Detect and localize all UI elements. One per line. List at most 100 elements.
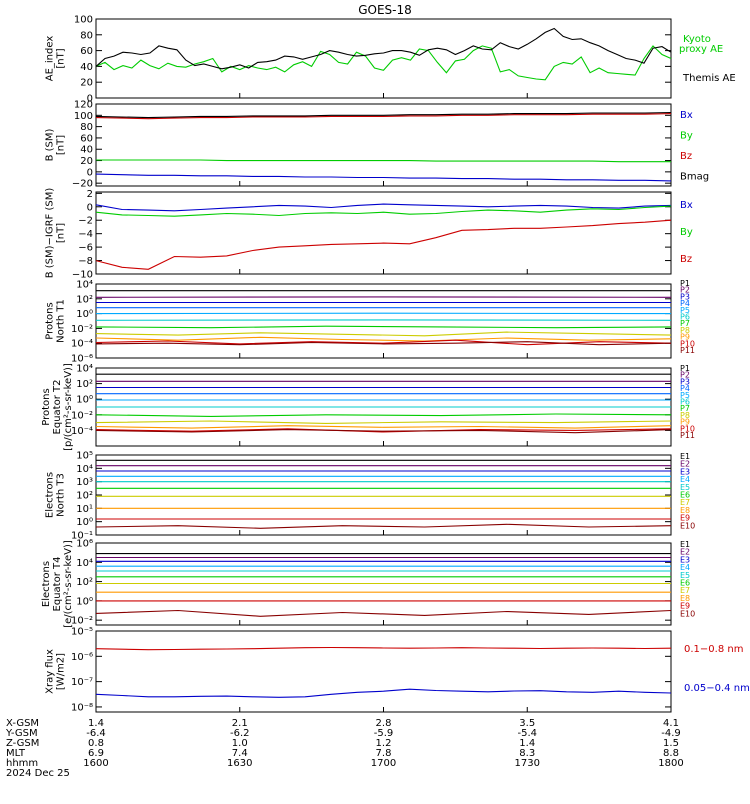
y-tick-label: 10⁴ [76,558,93,569]
legend-entry: P11 [680,346,695,355]
y-tick-label: 20 [80,78,93,89]
y-axis-label: [nT] [56,223,67,243]
y-tick-label: 10⁴ [76,464,93,475]
y-axis-label: B (SM) [45,128,56,161]
y-tick-label: 2 [87,189,93,200]
orbit-row-label: 2024 Dec 25 [6,768,70,779]
y-tick-label: 10⁻⁶ [71,652,93,663]
legend-entry: Bz [680,151,692,162]
series-line-kyoto-proxy-ae [96,46,671,80]
series-line-bz [96,220,671,269]
series-line-0-1-0-8-nm [96,648,671,650]
series-line-e10 [96,611,671,617]
y-tick-label: 10⁻⁵ [71,627,93,638]
y-tick-label: 0 [87,167,93,178]
y-tick-label: 10¹ [76,504,93,515]
y-axis-label: Electrons [41,561,52,607]
legend-entry: By [680,227,693,238]
y-axis-label: Protons [45,302,56,339]
y-axis-label: North T3 [56,473,67,517]
orbit-value: 1630 [227,758,252,769]
y-axis-label: Xray flux [45,649,56,694]
y-tick-label: 10² [76,379,93,390]
legend-entry: E10 [680,521,695,530]
y-tick-label: 10³ [76,477,93,488]
y-axis-label: Protons [41,388,52,425]
series-line-p7 [96,326,671,328]
y-tick-label: 10² [76,294,93,305]
y-tick-label: 10⁻⁴ [71,426,93,437]
panel-frame [96,284,671,358]
y-tick-label: 10⁰ [76,517,93,528]
y-tick-label: 80 [80,30,93,41]
legend-entry: proxy AE [679,44,723,55]
y-axis-label: [nT] [56,48,67,68]
panel-frame [96,455,671,535]
y-tick-label: 40 [80,145,93,156]
legend-entry: Themis AE [682,73,736,84]
y-tick-label: 10⁰ [76,596,93,607]
y-tick-label: 10⁻² [71,324,93,335]
orbit-value: 1730 [515,758,540,769]
panel-frame [96,631,671,712]
y-tick-label: 20 [80,156,93,167]
y-tick-label: 10⁴ [76,364,93,375]
legend-entry: Bx [680,200,693,211]
y-axis-label: North T1 [56,299,67,343]
legend-entry: Bmag [680,172,709,183]
y-tick-label: 10⁻⁸ [71,702,93,713]
series-line-p8 [96,332,671,336]
orbit-value: 1600 [83,758,108,769]
series-line-p7 [96,414,671,416]
panel-xray: 10⁻⁵ 10⁻⁶ 10⁻⁷ 10⁻⁸ Xray flux[W/m2] [45,627,672,714]
y-tick-label: −8 [78,256,93,267]
y-tick-label: 0 [87,202,93,213]
y-tick-label: 10⁻⁴ [71,339,93,350]
series-line-p9 [96,337,671,341]
y-tick-label: 120 [74,100,93,111]
y-axis-label: Equator T2 [52,380,63,435]
figure-title: GOES-18 [358,3,412,17]
y-tick-label: 10⁴ [76,280,93,291]
series-line-bz [96,114,671,119]
y-axis-label: B (SM)−IGRF (SM) [45,188,56,279]
y-tick-label: −6 [78,243,93,254]
y-tick-label: 100 [74,111,93,122]
legend-entry: E10 [680,609,695,618]
y-tick-label: 10⁶ [76,539,93,550]
y-tick-label: −2 [78,216,93,227]
panel-frame [96,19,671,98]
series-line-0-05-0-4-nm [96,689,671,697]
series-line-p9 [96,426,671,428]
y-tick-label: 10⁵ [76,451,93,462]
series-line-bx [96,204,671,211]
legend-entry: By [680,131,693,142]
y-axis-label: [e/(cm²-s-sr-keV)] [63,540,74,628]
y-tick-label: −4 [78,229,93,240]
y-axis-label: Equator T4 [52,557,63,612]
series-line-p8 [96,421,671,423]
y-tick-label: 10² [76,577,93,588]
y-axis-label: [nT] [56,135,67,155]
y-tick-label: 100 [74,15,93,26]
orbit-value: 1700 [371,758,396,769]
y-tick-label: 80 [80,122,93,133]
legend-entry: Bx [680,110,693,121]
y-axis-label: [W/m2] [56,653,67,690]
y-tick-label: 10² [76,491,93,502]
y-tick-label: 10⁻² [71,410,93,421]
legend-entry: Bz [680,254,692,265]
y-tick-label: 10⁰ [76,395,93,406]
y-tick-label: 10⁻⁷ [71,677,93,688]
y-axis-label: Electrons [45,472,56,518]
y-tick-label: 60 [80,133,93,144]
series-line-bx [96,174,671,181]
legend-entry: P11 [680,431,695,440]
